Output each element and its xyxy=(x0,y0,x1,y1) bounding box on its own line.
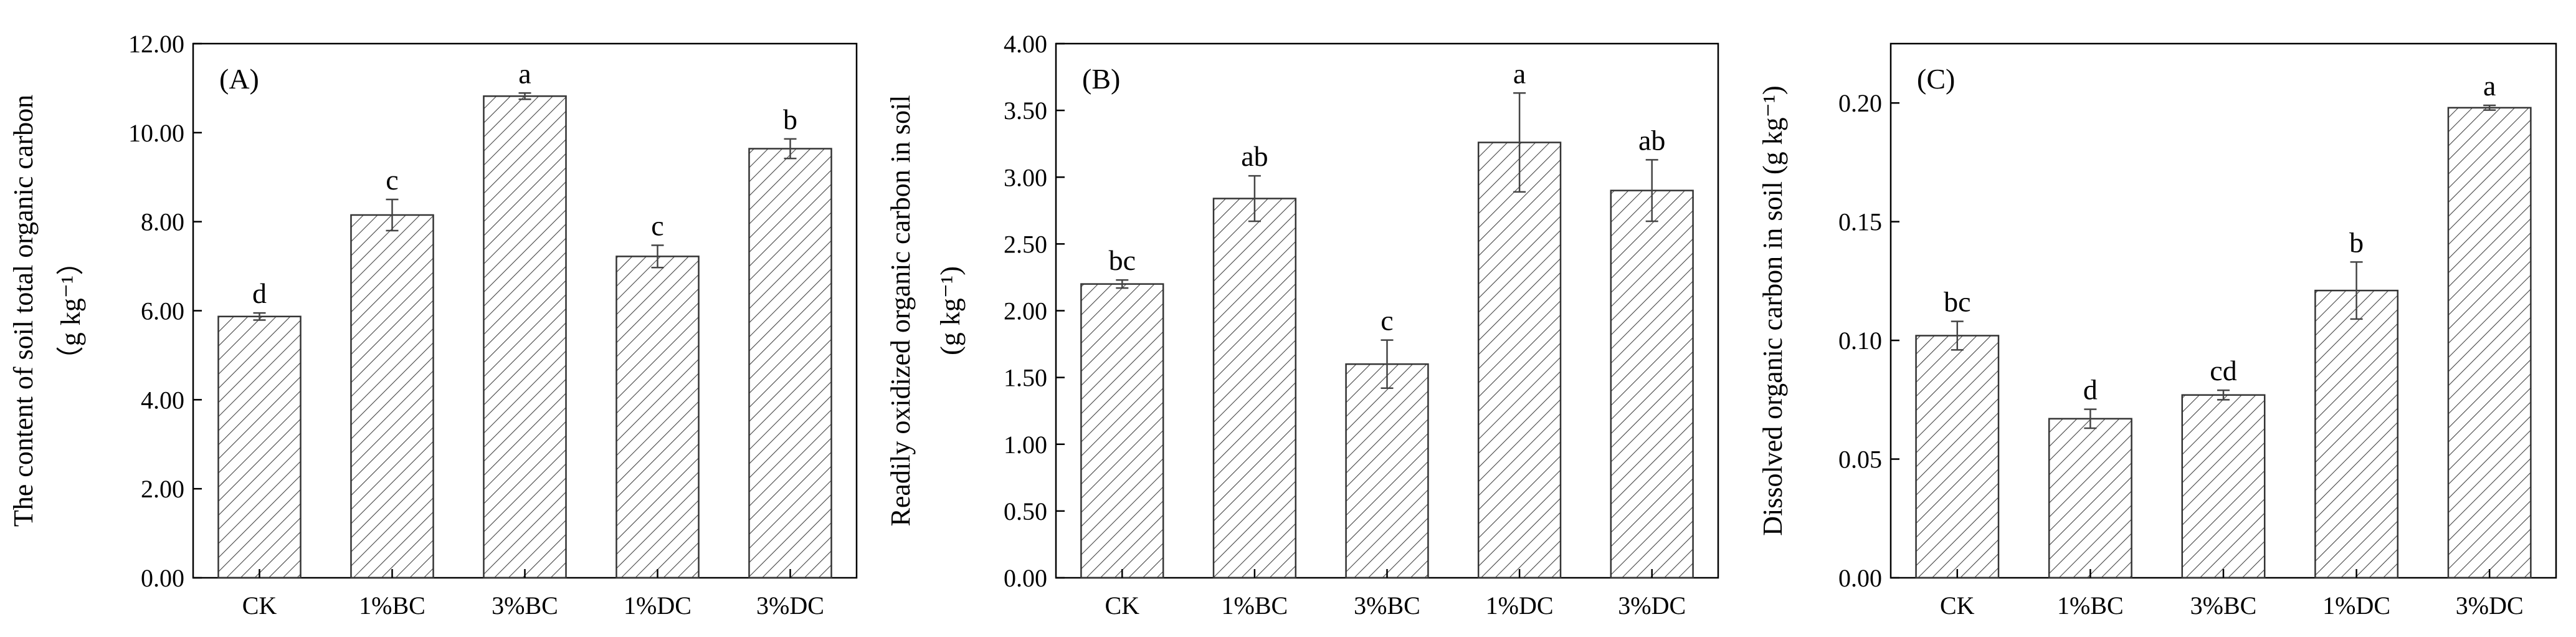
y-axis-label: Dissolved organic carbon in soil (g kg⁻¹… xyxy=(1757,85,1788,535)
category-label: CK xyxy=(1940,592,1975,620)
panel-label: (A) xyxy=(219,63,259,95)
y-tick-label: 10.00 xyxy=(128,119,184,147)
bar-1%BC xyxy=(1212,198,1297,579)
y-tick-label: 0.50 xyxy=(1004,497,1047,525)
significance-label: cd xyxy=(2210,355,2236,386)
category-label: 3%BC xyxy=(1354,592,1420,620)
bar-3%DC xyxy=(748,148,832,579)
significance-label: ab xyxy=(1241,140,1268,172)
y-tick-label: 4.00 xyxy=(141,386,184,414)
y-tick-label: 2.00 xyxy=(141,475,184,503)
y-tick-label: 1.50 xyxy=(1004,364,1047,392)
category-label: 1%BC xyxy=(2057,592,2124,620)
significance-label: b xyxy=(2349,226,2364,258)
y-tick-label: 0.00 xyxy=(141,564,184,592)
y-axis-label: Readily oxidized organic carbon in soil xyxy=(885,95,916,526)
y-tick-label: 0.05 xyxy=(1838,446,1882,474)
chart-panel-1: 0.00 2.00 4.00 6.00 8.00 10.00 12.00 d CK c 1%BC a 3… xyxy=(8,30,858,620)
significance-label: c xyxy=(1381,305,1393,337)
bar-CK xyxy=(1915,335,2000,579)
significance-label: bc xyxy=(1109,244,1136,276)
category-label: 3%BC xyxy=(2190,592,2257,620)
panel-label: (B) xyxy=(1082,63,1120,95)
category-label: 3%DC xyxy=(756,592,824,620)
y-tick-label: 2.00 xyxy=(1004,297,1047,325)
category-label: 1%BC xyxy=(359,592,425,620)
y-tick-label: 0.10 xyxy=(1838,327,1882,355)
bar-1%DC xyxy=(1477,141,1562,579)
category-label: 1%BC xyxy=(1222,592,1288,620)
bar-1%DC xyxy=(2314,289,2399,579)
y-tick-label: 0.00 xyxy=(1838,564,1882,592)
significance-label: c xyxy=(386,164,398,196)
bar-CK xyxy=(1080,283,1164,579)
category-label: 3%DC xyxy=(1618,592,1686,620)
significance-label: d xyxy=(252,277,267,309)
y-axis-label: The content of soil total organic carbon xyxy=(8,95,39,527)
category-label: 1%DC xyxy=(2322,592,2390,620)
category-label: 3%BC xyxy=(492,592,558,620)
bar-CK xyxy=(217,315,302,579)
chart-panel-2: 0.00 0.50 1.00 1.50 2.00 2.50 3.00 3.50 4.00 bc CK… xyxy=(885,30,1719,620)
chart-panels: 0.00 2.00 4.00 6.00 8.00 10.00 12.00 d CK c 1%BC a 3… xyxy=(8,30,2557,620)
category-label: CK xyxy=(1105,592,1140,620)
significance-label: d xyxy=(2083,374,2098,406)
significance-label: ab xyxy=(1638,124,1665,156)
y-tick-label: 3.00 xyxy=(1004,163,1047,191)
y-tick-label: 6.00 xyxy=(141,297,184,325)
bar-1%DC xyxy=(615,256,700,579)
bar-3%BC xyxy=(483,95,567,579)
y-tick-label: 8.00 xyxy=(141,208,184,236)
significance-label: c xyxy=(651,210,663,242)
y-tick-label: 0.15 xyxy=(1838,208,1882,236)
y-tick-label: 0.00 xyxy=(1004,564,1047,592)
bar-3%BC xyxy=(1345,363,1429,579)
significance-label: a xyxy=(2483,70,2496,102)
y-tick-label: 3.50 xyxy=(1004,97,1047,125)
category-label: 1%DC xyxy=(1486,592,1554,620)
y-tick-label: 1.00 xyxy=(1004,431,1047,459)
y-tick-label: 4.00 xyxy=(1004,30,1047,58)
bar-3%DC xyxy=(1610,189,1694,579)
category-label: 1%DC xyxy=(624,592,692,620)
bar-3%DC xyxy=(2447,107,2532,579)
bar-1%BC xyxy=(2048,418,2132,579)
category-label: 3%DC xyxy=(2456,592,2524,620)
significance-label: a xyxy=(518,57,531,89)
category-label: CK xyxy=(242,592,277,620)
y-axis-label: (g kg⁻¹) xyxy=(935,266,966,355)
significance-label: a xyxy=(1513,57,1526,89)
y-axis-label: （g kg⁻¹） xyxy=(55,248,86,373)
significance-label: bc xyxy=(1944,286,1970,318)
y-tick-label: 0.20 xyxy=(1838,89,1882,117)
bar-1%BC xyxy=(350,214,434,579)
bar-3%BC xyxy=(2181,394,2266,579)
y-tick-label: 12.00 xyxy=(128,30,184,58)
y-tick-label: 2.50 xyxy=(1004,230,1047,258)
significance-label: b xyxy=(783,103,797,135)
panel-label: (C) xyxy=(1917,63,1955,95)
chart-panel-3: 0.00 0.05 0.10 0.15 0.20 bc CK d 1%BC cd 3%BC b 1%DC… xyxy=(1757,42,2557,620)
